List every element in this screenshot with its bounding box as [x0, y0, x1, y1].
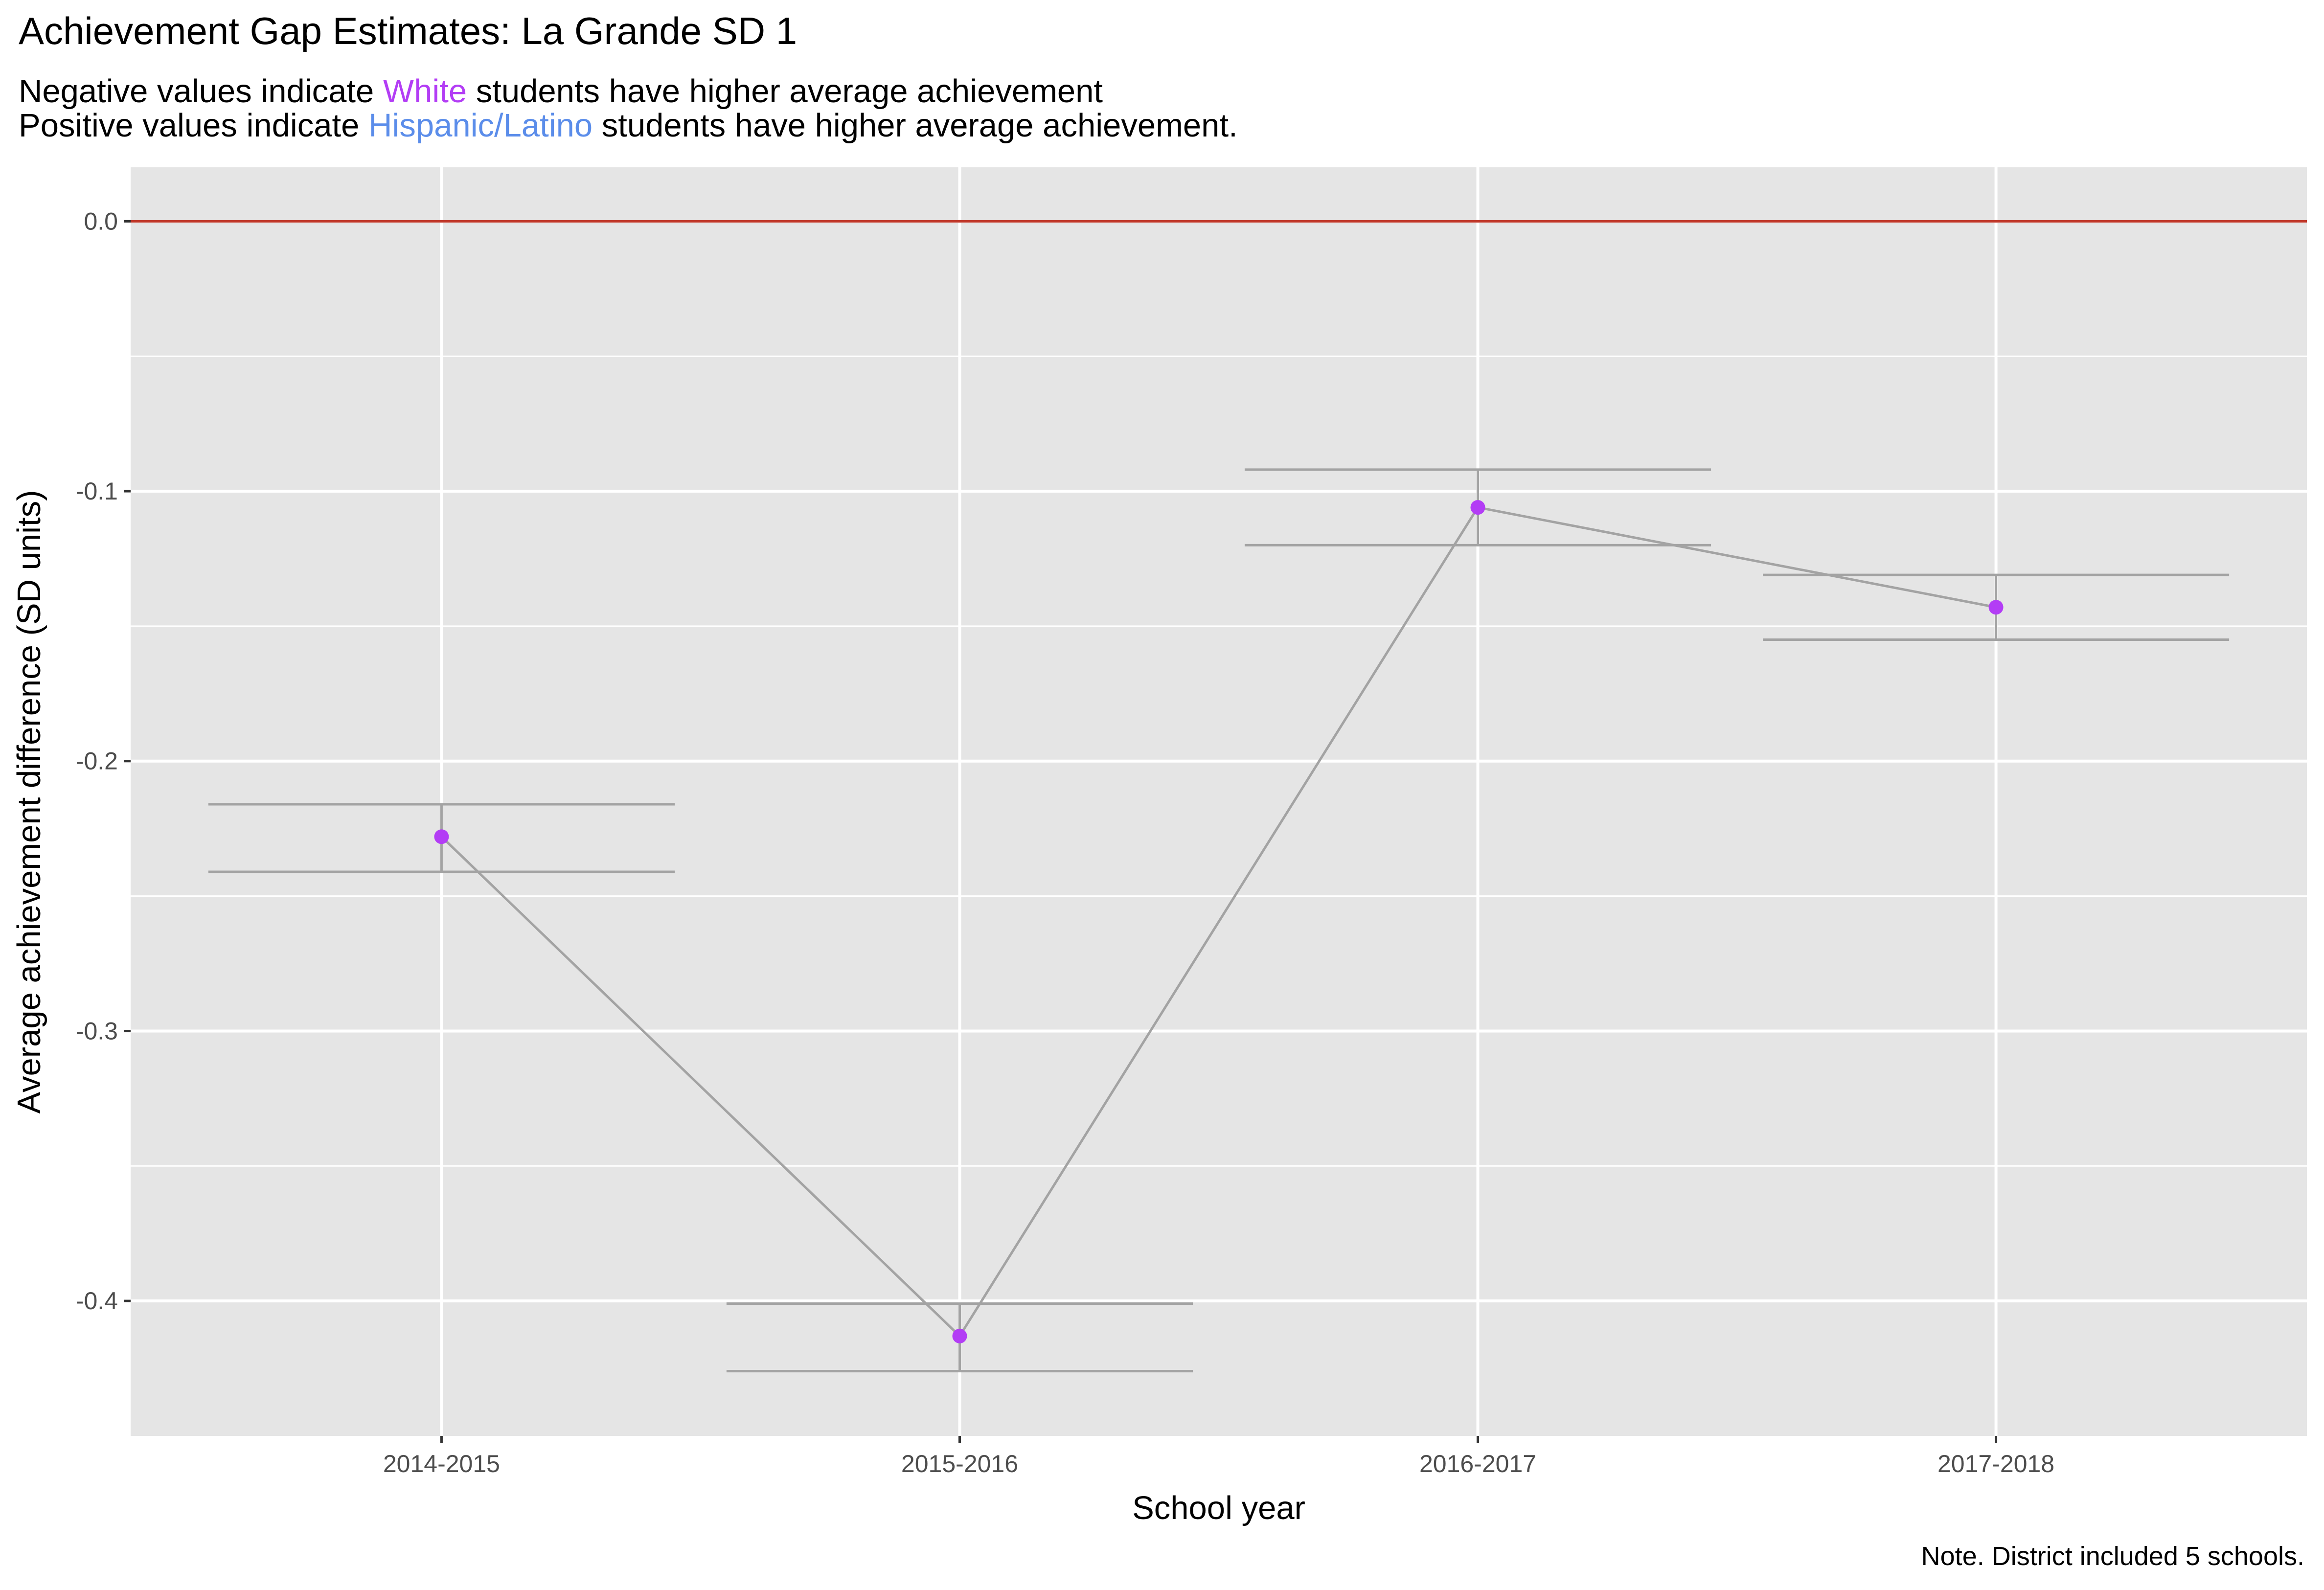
y-tick-label: -0.3	[76, 1017, 118, 1045]
subtitle-2-highlight-hispanic: Hispanic/Latino	[368, 107, 593, 144]
x-axis-title: School year	[1132, 1490, 1305, 1526]
y-tick-label: 0.0	[84, 207, 118, 235]
grid-minor	[131, 355, 2307, 1167]
x-tick-label: 2015-2016	[901, 1450, 1018, 1477]
subtitle-1-before: Negative values indicate	[19, 73, 383, 110]
data-point	[1470, 500, 1485, 515]
data-point	[1988, 600, 2004, 615]
y-axis-title: Average achievement difference (SD units…	[11, 490, 47, 1114]
subtitle-line-2: Positive values indicate Hispanic/Latino…	[19, 107, 1238, 144]
chart-title: Achievement Gap Estimates: La Grande SD …	[19, 9, 797, 52]
error-bars	[208, 468, 2230, 1373]
subtitle-2-after: students have higher average achievement…	[592, 107, 1238, 144]
y-tick-label: -0.4	[76, 1287, 118, 1315]
subtitle-line-1: Negative values indicate White students …	[19, 72, 1103, 110]
x-tick-label: 2014-2015	[383, 1450, 500, 1477]
plot-panel	[131, 167, 2307, 1436]
y-tick-label: -0.1	[76, 477, 118, 505]
y-tick-label: -0.2	[76, 748, 118, 775]
series-line-group	[440, 506, 1997, 1338]
subtitle-1-after: students have higher average achievement	[467, 73, 1103, 110]
data-point	[434, 829, 449, 844]
grid-major	[131, 167, 2307, 1436]
y-axis: 0.0 -0.1 -0.2 -0.3 -0.4	[76, 207, 131, 1315]
x-tick-label: 2016-2017	[1419, 1450, 1536, 1477]
series-line	[440, 506, 1997, 1338]
data-point	[952, 1328, 967, 1343]
subtitle-1-highlight-white: White	[383, 73, 467, 110]
x-axis: 2014-2015 2015-2016 2016-2017 2017-2018	[383, 1436, 2054, 1477]
caption-note: Note. District included 5 schools.	[1921, 1542, 2304, 1571]
subtitle-2-before: Positive values indicate	[19, 107, 369, 144]
x-tick-label: 2017-2018	[1937, 1450, 2054, 1477]
data-points	[434, 500, 2004, 1343]
